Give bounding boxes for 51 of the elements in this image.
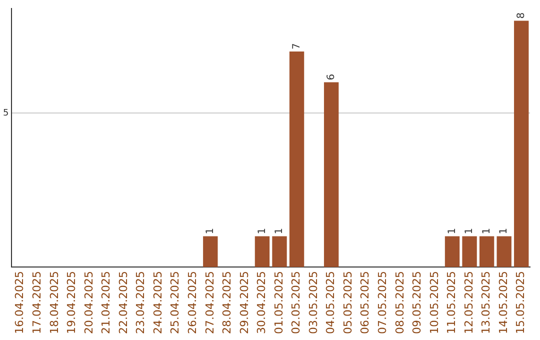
bar	[203, 236, 218, 268]
x-tick-label: 09.05.2025	[410, 271, 424, 334]
data-label: 1	[446, 228, 458, 234]
bar	[289, 52, 304, 268]
y-tick-label: 5	[2, 108, 9, 118]
x-tick-label: 14.05.2025	[496, 271, 510, 334]
x-tick-label: 24.04.2025	[151, 271, 164, 334]
bar	[514, 20, 529, 268]
x-tick-label: 26.04.2025	[186, 271, 199, 334]
x-tick-label: 04.05.2025	[324, 271, 338, 334]
bar	[462, 236, 477, 268]
x-tick-label: 20.04.2025	[82, 271, 96, 334]
x-tick-label: 25.04.2025	[168, 271, 182, 334]
x-tick-label: 07.05.2025	[376, 271, 390, 334]
data-label: 7	[291, 43, 302, 50]
x-tick-label: 13.05.2025	[480, 271, 493, 334]
data-label: 6	[326, 74, 337, 80]
x-tick-label: 19.04.2025	[65, 271, 78, 334]
x-tick-label: 21.04.2025	[100, 271, 113, 334]
x-tick-label: 29.04.2025	[238, 271, 251, 334]
x-tick-label: 08.05.2025	[393, 271, 406, 334]
data-label: 1	[204, 228, 216, 234]
bar	[272, 236, 287, 268]
bar	[496, 236, 512, 268]
x-tick-label: 15.05.2025	[514, 271, 528, 334]
bar	[444, 236, 460, 268]
x-tick-label: 03.05.2025	[306, 271, 320, 334]
x-tick-label: 27.04.2025	[203, 271, 216, 334]
x-tick-label: 30.04.2025	[255, 271, 268, 334]
data-label: 1	[498, 228, 510, 234]
x-tick-label: 23.04.2025	[134, 271, 148, 334]
data-label: 1	[464, 228, 476, 234]
data-label: 8	[516, 12, 527, 19]
x-tick-label: 18.04.2025	[48, 271, 61, 334]
data-label: 1	[256, 228, 268, 234]
x-tick-label: 01.05.2025	[272, 271, 286, 334]
data-label: 1	[274, 228, 286, 234]
x-tick-label: 16.04.2025	[13, 271, 26, 334]
x-tick-label: 12.05.2025	[462, 271, 476, 334]
bar	[479, 236, 494, 268]
x-tick-label: 22.04.2025	[116, 271, 130, 334]
x-tick-label: 10.05.2025	[428, 271, 441, 334]
data-label: 1	[481, 228, 492, 234]
x-tick-label: 05.05.2025	[341, 271, 354, 334]
x-tick-label: 28.04.2025	[220, 271, 234, 334]
x-tick-label: 17.04.2025	[30, 271, 44, 334]
bar	[254, 236, 270, 268]
x-tick-label: 06.05.2025	[358, 271, 372, 334]
x-tick-label: 02.05.2025	[290, 271, 303, 334]
bar	[324, 82, 339, 268]
x-tick-label: 11.05.2025	[445, 271, 458, 334]
